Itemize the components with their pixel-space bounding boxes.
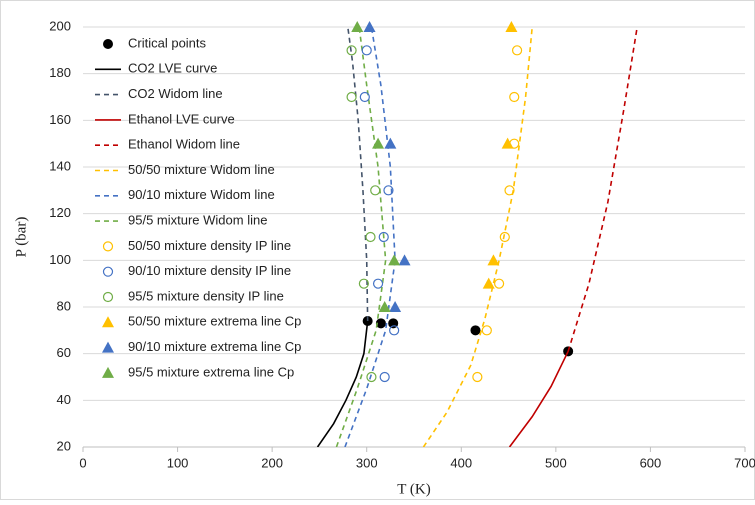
marker-triangle: [102, 341, 114, 353]
marker-open-circle: [494, 278, 505, 289]
y-axis-title: P (bar): [13, 217, 29, 258]
y-tick-label: 80: [57, 298, 71, 313]
legend-label: 50/50 mixture density IP line: [128, 238, 291, 253]
marker-triangle: [388, 254, 401, 266]
marker-open-circle: [102, 291, 114, 303]
legend-label: CO2 LVE curve: [128, 61, 217, 76]
marker-triangle: [102, 316, 114, 328]
marker-open-circle: [383, 185, 394, 196]
marker-open-circle: [361, 45, 372, 56]
marker-triangle: [384, 137, 397, 149]
y-tick-label: 160: [49, 112, 71, 127]
x-tick-label: 600: [640, 455, 662, 470]
marker-triangle: [102, 366, 114, 378]
marker-triangle: [363, 21, 376, 32]
series-line: [567, 26, 638, 352]
legend-label: 90/10 mixture density IP line: [128, 263, 291, 278]
marker-open-circle: [102, 266, 114, 277]
legend-label: 95/5 mixture extrema line Cp: [128, 364, 294, 379]
y-tick-label: 120: [49, 205, 71, 220]
series-line: [347, 26, 369, 322]
marker-open-circle: [509, 91, 520, 103]
marker-triangle: [398, 254, 411, 266]
marker-open-circle: [102, 241, 114, 252]
x-axis-title: T (K): [397, 481, 430, 497]
marker-triangle: [378, 301, 391, 312]
marker-circle: [470, 325, 481, 336]
marker-open-circle: [346, 91, 357, 103]
y-tick-label: 180: [49, 65, 71, 80]
marker-open-circle: [504, 185, 515, 196]
marker-triangle: [372, 137, 385, 149]
marker-circle: [103, 39, 113, 49]
marker-triangle: [501, 137, 514, 149]
legend-label: 90/10 mixture extrema line Cp: [128, 339, 301, 354]
marker-open-circle: [370, 185, 381, 196]
y-tick-label: 20: [57, 438, 71, 453]
marker-open-circle: [472, 371, 483, 383]
legend-label: Ethanol LVE curve: [128, 111, 235, 126]
x-tick-label: 300: [356, 455, 378, 470]
marker-open-circle: [365, 231, 376, 243]
legend-label: 95/5 mixture Widom line: [128, 213, 267, 228]
x-tick-label: 500: [545, 455, 567, 470]
series-line: [344, 26, 396, 447]
y-tick-label: 140: [49, 158, 71, 173]
marker-open-circle: [372, 278, 384, 289]
legend-label: CO2 Widom line: [128, 86, 223, 101]
marker-triangle: [482, 277, 495, 289]
legend-label: Critical points: [128, 35, 207, 50]
y-tick-label: 200: [49, 18, 71, 33]
y-tick-label: 60: [57, 345, 71, 360]
legend-label: 50/50 mixture extrema line Cp: [128, 314, 301, 329]
marker-open-circle: [511, 45, 523, 56]
x-tick-label: 0: [79, 455, 86, 470]
series-line: [422, 26, 534, 447]
marker-triangle: [389, 301, 402, 312]
x-tick-label: 700: [734, 455, 755, 470]
legend-label: 95/5 mixture density IP line: [128, 288, 284, 303]
legend-label: Ethanol Widom line: [128, 137, 240, 152]
series-line: [508, 350, 569, 447]
x-tick-label: 400: [450, 455, 472, 470]
series-line: [335, 26, 387, 447]
marker-open-circle: [358, 278, 369, 289]
marker-open-circle: [378, 231, 389, 243]
y-tick-label: 40: [57, 392, 71, 407]
marker-triangle: [351, 21, 364, 32]
legend-label: 50/50 mixture Widom line: [128, 162, 275, 177]
marker-triangle: [487, 254, 500, 266]
marker-open-circle: [499, 231, 510, 243]
series-line: [316, 320, 369, 447]
marker-circle: [375, 318, 386, 329]
x-tick-label: 200: [261, 455, 283, 470]
marker-open-circle: [389, 325, 400, 336]
marker-open-circle: [481, 325, 492, 336]
marker-open-circle: [346, 45, 357, 56]
marker-open-circle: [359, 91, 370, 103]
x-tick-label: 100: [167, 455, 189, 470]
legend-label: 90/10 mixture Widom line: [128, 187, 275, 202]
y-tick-label: 100: [49, 252, 71, 267]
marker-open-circle: [366, 371, 377, 383]
marker-triangle: [505, 21, 518, 32]
marker-open-circle: [379, 371, 390, 383]
